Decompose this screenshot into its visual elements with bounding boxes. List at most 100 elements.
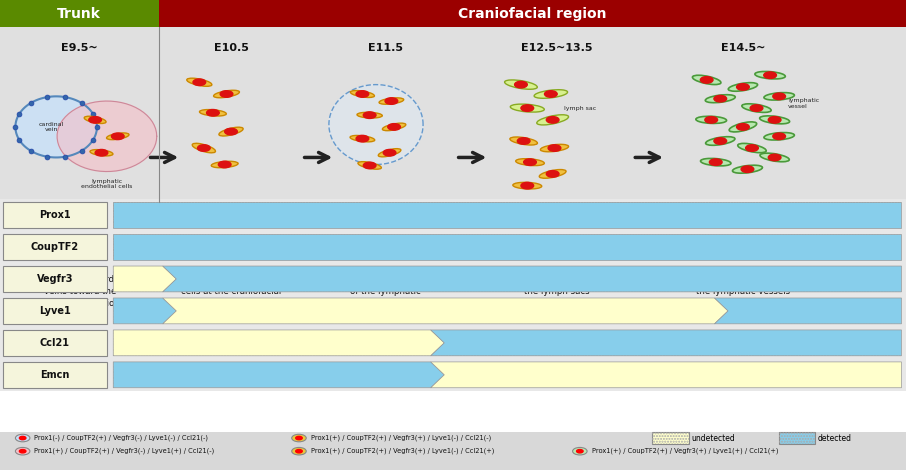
Circle shape [746, 145, 758, 151]
FancyBboxPatch shape [0, 327, 906, 359]
Ellipse shape [755, 71, 786, 79]
Circle shape [576, 449, 583, 453]
Ellipse shape [214, 90, 239, 98]
Ellipse shape [705, 95, 736, 102]
Circle shape [295, 436, 303, 440]
Ellipse shape [199, 110, 226, 116]
Text: Formation of
the lymphatic vessels: Formation of the lymphatic vessels [696, 275, 790, 296]
Ellipse shape [764, 133, 795, 140]
Text: lymphatic
vessel: lymphatic vessel [788, 98, 819, 109]
Ellipse shape [357, 112, 382, 118]
Ellipse shape [379, 98, 404, 104]
Ellipse shape [505, 80, 537, 89]
Ellipse shape [350, 135, 375, 142]
FancyBboxPatch shape [0, 0, 159, 27]
Circle shape [764, 72, 776, 78]
Text: Prox1(+) / CoupTF2(+) / Vegfr3(+) / Lyve1(-) / Ccl21(+): Prox1(+) / CoupTF2(+) / Vegfr3(+) / Lyve… [311, 448, 494, 454]
Ellipse shape [696, 116, 727, 124]
Circle shape [768, 117, 781, 123]
Ellipse shape [107, 133, 129, 140]
Text: E14.5~: E14.5~ [721, 43, 765, 54]
Ellipse shape [692, 75, 721, 85]
Text: Prox1: Prox1 [39, 210, 71, 220]
Ellipse shape [379, 149, 400, 157]
Ellipse shape [700, 158, 731, 166]
Ellipse shape [539, 170, 566, 178]
Circle shape [356, 91, 369, 97]
FancyBboxPatch shape [0, 295, 906, 327]
Ellipse shape [358, 162, 381, 169]
Circle shape [111, 133, 124, 140]
Text: lymphatic
endothelial cells: lymphatic endothelial cells [82, 179, 132, 189]
Polygon shape [430, 362, 901, 388]
FancyBboxPatch shape [3, 234, 107, 260]
Circle shape [521, 105, 534, 111]
Circle shape [295, 449, 303, 453]
FancyBboxPatch shape [3, 330, 107, 356]
Polygon shape [113, 298, 177, 324]
Text: Emcn: Emcn [40, 370, 70, 380]
FancyBboxPatch shape [0, 27, 906, 270]
Text: Ccl21: Ccl21 [40, 338, 70, 348]
Text: E11.5: E11.5 [368, 43, 402, 54]
Circle shape [548, 145, 561, 151]
FancyBboxPatch shape [159, 0, 906, 27]
Text: detected: detected [818, 433, 853, 443]
Polygon shape [113, 266, 177, 292]
FancyBboxPatch shape [113, 234, 901, 260]
Polygon shape [715, 298, 901, 324]
Ellipse shape [510, 137, 537, 145]
Circle shape [741, 166, 754, 172]
Text: Migration from cardinal
veins toward the
craniofacial region: Migration from cardinal veins toward the… [30, 275, 130, 307]
Ellipse shape [728, 83, 757, 91]
Circle shape [737, 84, 749, 90]
Circle shape [737, 124, 749, 130]
Circle shape [773, 133, 786, 140]
Circle shape [705, 117, 718, 123]
Circle shape [750, 105, 763, 111]
Text: Prox1(+) / CoupTF2(+) / Vegfr3(+) / Lyve1(+) / Ccl21(+): Prox1(+) / CoupTF2(+) / Vegfr3(+) / Lyve… [592, 448, 778, 454]
Text: lymph sac: lymph sac [564, 106, 597, 110]
Circle shape [292, 447, 306, 455]
Circle shape [356, 135, 369, 142]
Ellipse shape [192, 143, 216, 153]
Ellipse shape [84, 116, 106, 124]
FancyBboxPatch shape [0, 199, 906, 231]
FancyBboxPatch shape [0, 359, 906, 391]
Circle shape [19, 436, 26, 440]
Ellipse shape [187, 78, 212, 86]
Text: Prox1(+) / CoupTF2(+) / Vegfr3(+) / Lyve1(-) / Ccl21(-): Prox1(+) / CoupTF2(+) / Vegfr3(+) / Lyve… [311, 435, 491, 441]
FancyBboxPatch shape [113, 202, 901, 228]
Circle shape [521, 182, 534, 189]
Ellipse shape [516, 159, 545, 165]
Text: Prox1(+) / CoupTF2(+) / Vegfr3(-) / Lyve1(+) / Ccl21(-): Prox1(+) / CoupTF2(+) / Vegfr3(-) / Lyve… [34, 448, 215, 454]
Circle shape [15, 434, 30, 442]
Text: Vegfr3: Vegfr3 [36, 274, 73, 284]
FancyBboxPatch shape [0, 231, 906, 263]
Circle shape [773, 93, 786, 100]
Ellipse shape [382, 123, 406, 131]
Ellipse shape [764, 93, 795, 100]
Text: E9.5~: E9.5~ [62, 43, 98, 54]
Circle shape [524, 159, 536, 165]
Text: E12.5~13.5: E12.5~13.5 [522, 43, 593, 54]
Circle shape [363, 112, 376, 118]
Polygon shape [15, 96, 97, 157]
Circle shape [225, 128, 237, 135]
Ellipse shape [90, 149, 113, 156]
FancyBboxPatch shape [779, 432, 815, 444]
Polygon shape [163, 266, 901, 292]
Text: CoupTF2: CoupTF2 [31, 242, 79, 252]
Ellipse shape [737, 143, 766, 153]
Circle shape [517, 138, 530, 144]
Circle shape [709, 159, 722, 165]
Polygon shape [163, 298, 728, 324]
Ellipse shape [510, 104, 545, 112]
Circle shape [363, 162, 376, 169]
Text: Craniofacial region: Craniofacial region [458, 7, 606, 21]
Circle shape [15, 447, 30, 455]
FancyBboxPatch shape [652, 432, 689, 444]
Circle shape [19, 449, 26, 453]
Text: Prox1(-) / CoupTF2(+) / Vegfr3(-) / Lyve1(-) / Ccl21(-): Prox1(-) / CoupTF2(+) / Vegfr3(-) / Lyve… [34, 435, 208, 441]
Circle shape [573, 447, 587, 455]
